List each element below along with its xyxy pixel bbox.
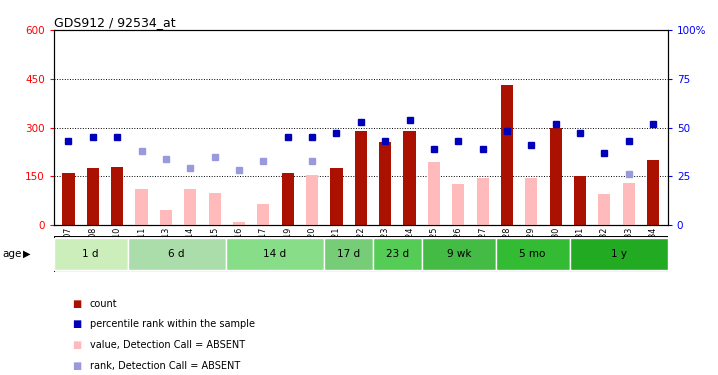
Text: value, Detection Call = ABSENT: value, Detection Call = ABSENT <box>90 340 245 350</box>
Bar <box>569 238 668 270</box>
Bar <box>225 238 324 270</box>
Text: 5 mo: 5 mo <box>520 249 546 259</box>
Text: count: count <box>90 299 117 309</box>
Bar <box>422 238 496 270</box>
Text: 6 d: 6 d <box>169 249 185 259</box>
Bar <box>574 176 586 225</box>
Bar <box>428 162 440 225</box>
Text: percentile rank within the sample: percentile rank within the sample <box>90 320 255 329</box>
Text: 1 d: 1 d <box>83 249 99 259</box>
Bar <box>281 173 294 225</box>
Bar <box>373 238 422 270</box>
Text: ■: ■ <box>72 361 81 370</box>
Text: 9 wk: 9 wk <box>447 249 471 259</box>
Bar <box>62 173 75 225</box>
Text: 14 d: 14 d <box>264 249 286 259</box>
Bar <box>501 85 513 225</box>
Text: 17 d: 17 d <box>337 249 360 259</box>
Bar <box>379 142 391 225</box>
Bar <box>324 238 373 270</box>
Bar <box>257 204 269 225</box>
Text: 1 y: 1 y <box>610 249 627 259</box>
Bar <box>330 168 342 225</box>
Text: ■: ■ <box>72 340 81 350</box>
Bar <box>496 238 569 270</box>
Bar <box>306 175 318 225</box>
Bar <box>128 238 225 270</box>
Bar <box>623 183 635 225</box>
Bar <box>598 194 610 225</box>
Bar <box>477 178 489 225</box>
Bar <box>647 160 659 225</box>
Bar <box>87 168 99 225</box>
Bar <box>160 210 172 225</box>
Bar <box>526 178 537 225</box>
Text: age: age <box>3 249 22 259</box>
Bar <box>452 184 465 225</box>
Text: ■: ■ <box>72 299 81 309</box>
Text: ■: ■ <box>72 320 81 329</box>
Bar <box>404 131 416 225</box>
Text: rank, Detection Call = ABSENT: rank, Detection Call = ABSENT <box>90 361 240 370</box>
Bar <box>54 238 128 270</box>
Bar <box>136 189 148 225</box>
Text: 23 d: 23 d <box>386 249 409 259</box>
Bar <box>111 166 123 225</box>
Text: GDS912 / 92534_at: GDS912 / 92534_at <box>54 16 175 29</box>
Text: ▶: ▶ <box>23 249 30 259</box>
Bar <box>185 189 196 225</box>
Bar <box>355 131 367 225</box>
Bar <box>208 192 220 225</box>
Bar <box>233 222 245 225</box>
Bar <box>549 128 561 225</box>
